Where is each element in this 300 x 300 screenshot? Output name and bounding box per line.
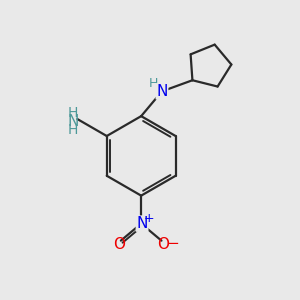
Text: N: N (136, 216, 148, 231)
Text: −: − (166, 236, 179, 250)
Text: H: H (68, 123, 78, 137)
Text: H: H (68, 106, 78, 120)
Text: +: + (144, 212, 155, 225)
Text: H: H (149, 76, 158, 90)
Text: N: N (156, 84, 168, 99)
Text: O: O (113, 237, 125, 252)
Text: N: N (67, 114, 79, 129)
Text: O: O (157, 237, 169, 252)
